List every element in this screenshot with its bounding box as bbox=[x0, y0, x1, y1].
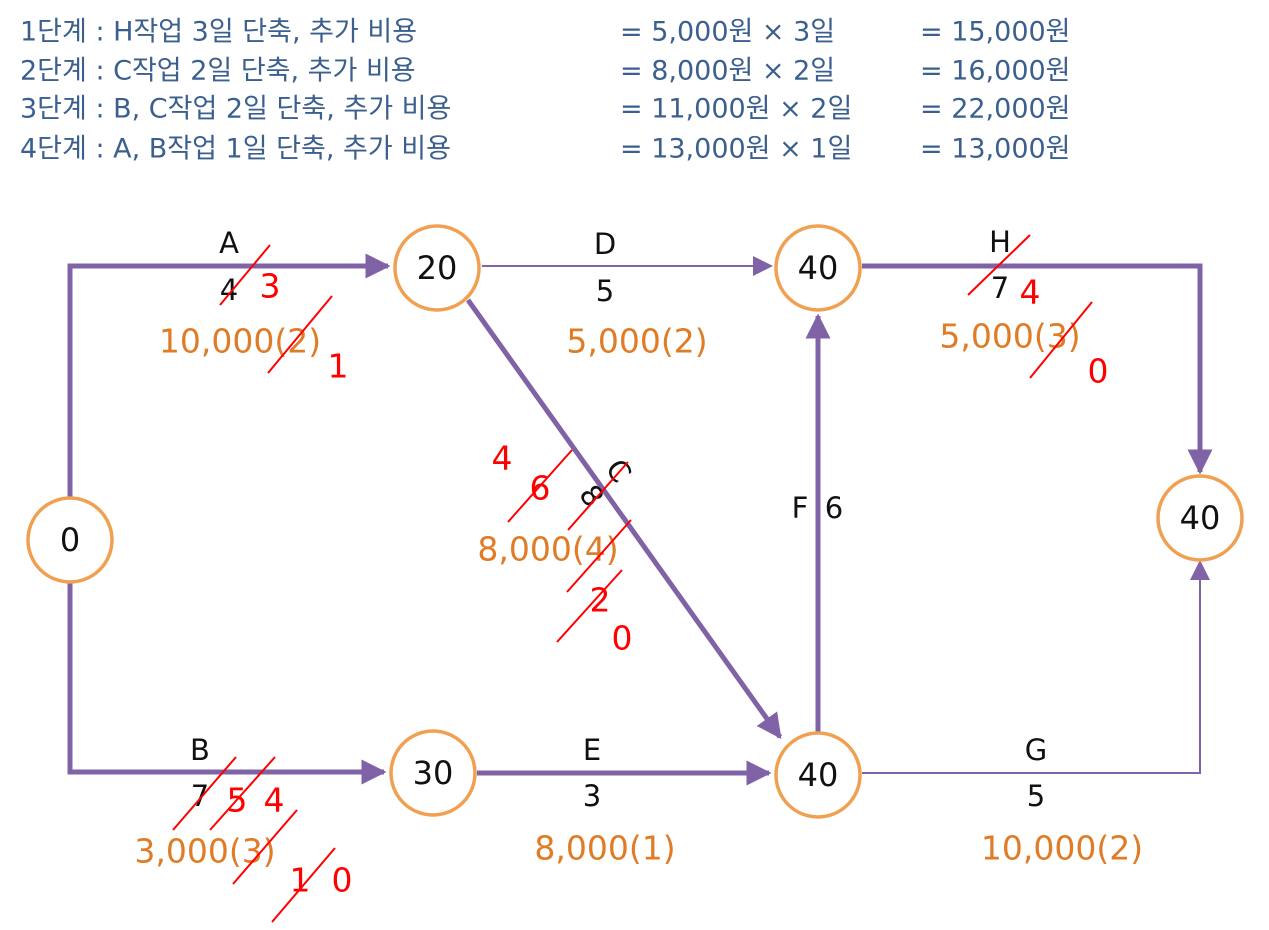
node-label: 0 bbox=[60, 521, 80, 559]
activity-cost: 8,000(4) bbox=[477, 530, 618, 569]
edge bbox=[67, 253, 391, 497]
node-label: 40 bbox=[798, 756, 839, 794]
strike bbox=[271, 847, 336, 923]
step-result: = 22,000원 bbox=[920, 94, 1071, 125]
revision: 1 bbox=[290, 861, 311, 900]
node bbox=[26, 496, 114, 584]
nodes: 0 20 40 40 40 30 bbox=[26, 224, 1244, 819]
node bbox=[1156, 474, 1244, 562]
strike bbox=[967, 234, 1031, 296]
step-formula: = 8,000원 × 2일 bbox=[620, 56, 835, 87]
activity-name: H bbox=[989, 225, 1011, 259]
step-label: 4단계 : A, B작업 1일 단축, 추가 비용 bbox=[20, 134, 451, 165]
activity-duration: 5 bbox=[596, 274, 614, 308]
step-label: 1단계 : H작업 3일 단축, 추가 비용 bbox=[20, 17, 417, 48]
node bbox=[774, 731, 862, 819]
activity-name: D bbox=[594, 227, 616, 261]
activity-cost: 3,000(3) bbox=[134, 832, 275, 871]
node-label: 30 bbox=[413, 754, 454, 792]
revision: 6 bbox=[530, 469, 551, 508]
step-result: = 15,000원 bbox=[920, 17, 1071, 48]
activity-name: B bbox=[190, 733, 210, 767]
edges bbox=[67, 253, 1213, 786]
step-result: = 13,000원 bbox=[920, 134, 1071, 165]
activity-name: G bbox=[1025, 733, 1047, 767]
activity-cost: 10,000(2) bbox=[981, 829, 1143, 868]
strike bbox=[232, 809, 298, 885]
strike bbox=[172, 756, 237, 831]
activity-cost: 8,000(1) bbox=[534, 829, 675, 868]
revision: 0 bbox=[332, 861, 353, 900]
activity-duration: 3 bbox=[583, 779, 601, 813]
strike bbox=[567, 461, 629, 531]
strike bbox=[1029, 301, 1093, 379]
revision: 3 bbox=[260, 267, 281, 306]
revision: 1 bbox=[328, 347, 349, 386]
strike bbox=[219, 244, 271, 306]
edge bbox=[862, 263, 1213, 475]
strike bbox=[267, 295, 333, 374]
activity-duration: 6 bbox=[825, 491, 843, 525]
edge bbox=[67, 583, 387, 785]
strike bbox=[209, 756, 276, 831]
revision: 0 bbox=[1088, 352, 1109, 391]
activity-name: E bbox=[583, 733, 601, 767]
revision: 4 bbox=[492, 439, 513, 478]
revision: 0 bbox=[612, 619, 633, 658]
step-result: = 16,000원 bbox=[920, 56, 1071, 87]
step-formula: = 5,000원 × 3일 bbox=[620, 17, 835, 48]
step-label: 3단계 : B, C작업 2일 단축, 추가 비용 bbox=[20, 94, 451, 125]
steps: 1단계 : H작업 3일 단축, 추가 비용 = 5,000원 × 3일 = 1… bbox=[20, 17, 1071, 165]
revision: 2 bbox=[590, 581, 611, 620]
activity-duration: 7 bbox=[191, 779, 209, 813]
node bbox=[389, 729, 477, 817]
strike bbox=[566, 519, 632, 593]
strike bbox=[507, 449, 573, 523]
activity-duration: 8 bbox=[572, 479, 610, 514]
strike bbox=[556, 569, 623, 643]
activity-name: F bbox=[792, 491, 809, 525]
node bbox=[774, 224, 862, 312]
activity-cost: 5,000(3) bbox=[939, 317, 1080, 356]
node-label: 20 bbox=[417, 249, 458, 287]
step-label: 2단계 : C작업 2일 단축, 추가 비용 bbox=[20, 56, 416, 87]
activity-cost: 5,000(2) bbox=[566, 322, 707, 361]
step-formula: = 11,000원 × 2일 bbox=[620, 94, 852, 125]
strike-marks bbox=[172, 234, 1093, 923]
activity-duration: 7 bbox=[991, 271, 1009, 305]
revision: 4 bbox=[264, 781, 285, 820]
node-label: 40 bbox=[1180, 499, 1221, 537]
node-label: 40 bbox=[798, 249, 839, 287]
activity-cost: 10,000(2) bbox=[159, 322, 321, 361]
edge bbox=[862, 560, 1210, 774]
edge bbox=[465, 298, 783, 740]
revision: 4 bbox=[1020, 273, 1041, 312]
activity-duration: 5 bbox=[1027, 779, 1045, 813]
activity-name: A bbox=[219, 226, 239, 260]
node bbox=[393, 224, 481, 312]
activity-labels: A 4 10,000(2) 3 1 B 7 3,000(3) 5 4 1 0 C… bbox=[134, 225, 1143, 900]
step-formula: = 13,000원 × 1일 bbox=[620, 134, 852, 165]
